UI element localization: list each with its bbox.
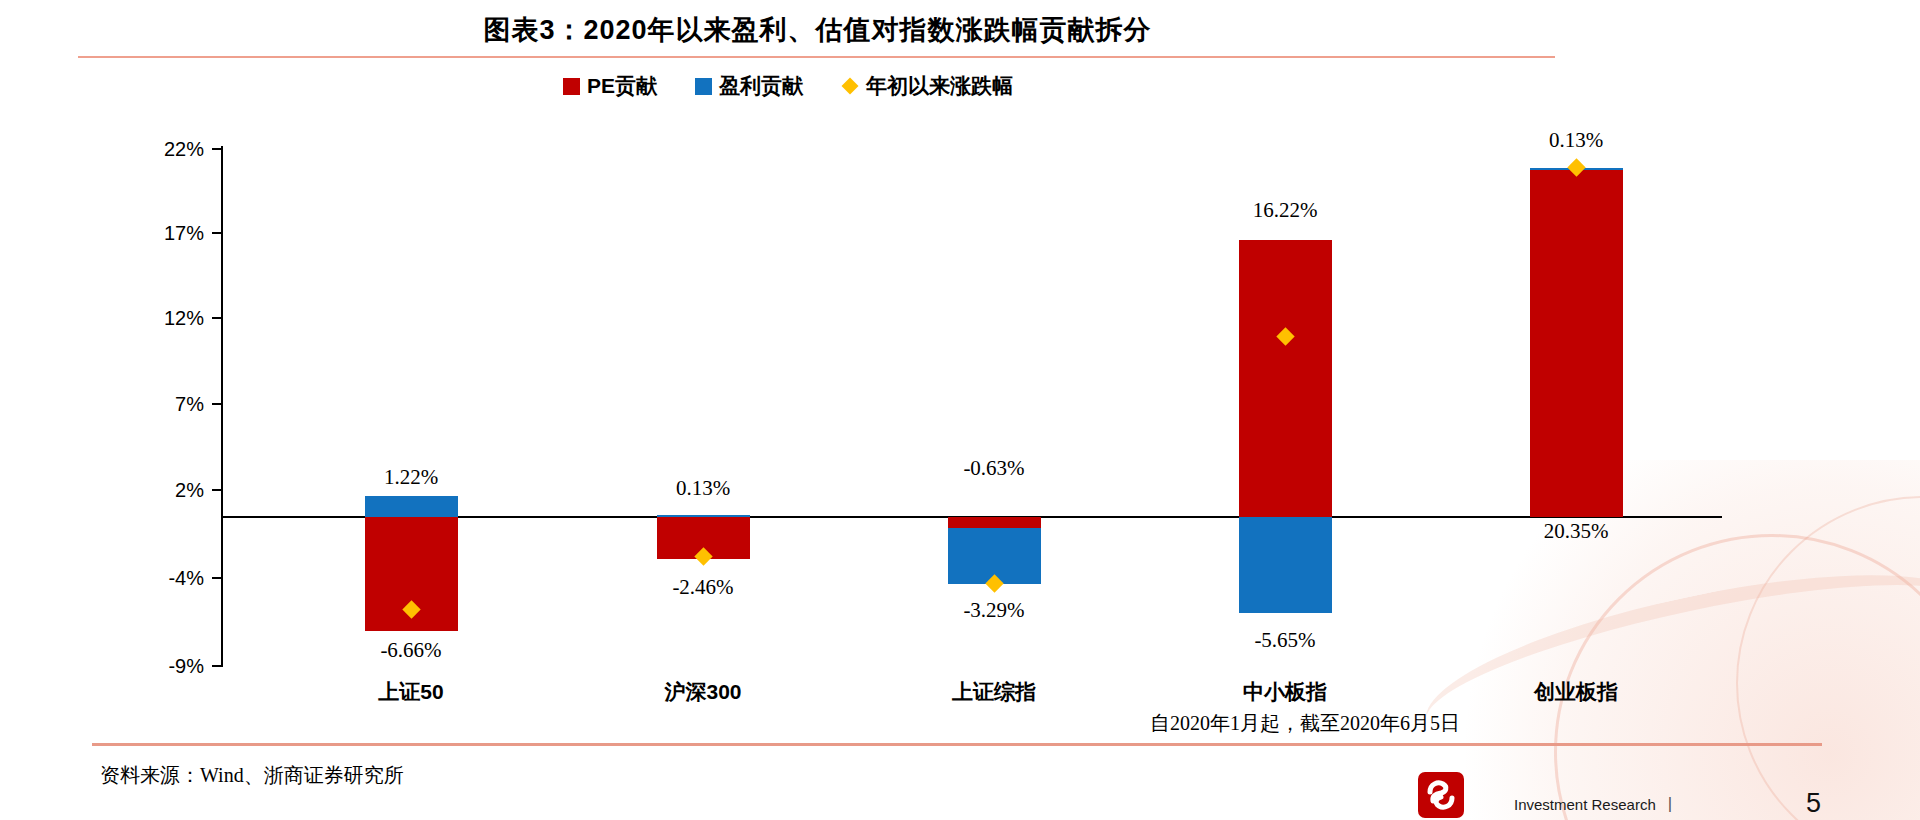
value-label-bottom: -3.29% [963, 598, 1024, 622]
bar-earnings-contribution [1239, 517, 1332, 613]
y-axis-tick [212, 403, 221, 405]
logo-swirl-icon [1422, 776, 1460, 814]
brand-line: Investment Research | [1514, 794, 1672, 814]
y-axis-tick-label: -9% [134, 656, 204, 676]
bar-earnings-contribution [365, 496, 458, 517]
brand-separator: | [1668, 794, 1672, 814]
value-label-top: 16.22% [1253, 198, 1318, 222]
y-axis-tick-label: 17% [134, 223, 204, 243]
y-axis-tick-label: 2% [134, 480, 204, 500]
bar-pe-contribution [1239, 240, 1332, 517]
date-range-note: 自2020年1月起，截至2020年6月5日 [1150, 710, 1460, 737]
value-label-top: -0.63% [963, 456, 1024, 480]
category-label: 上证综指 [952, 679, 1036, 705]
y-axis-tick-label: 7% [134, 394, 204, 414]
category-label: 上证50 [378, 679, 443, 705]
y-axis-tick-label: 12% [134, 308, 204, 328]
report-page: { "page": { "title": "图表3：2020年以来盈利、估值对指… [0, 0, 1920, 820]
category-label: 创业板指 [1534, 679, 1618, 705]
value-label-bottom: 20.35% [1544, 519, 1609, 543]
bar-earnings-contribution [657, 515, 750, 518]
category-label: 中小板指 [1243, 679, 1327, 705]
brand-text: Investment Research [1514, 796, 1656, 813]
value-label-top: 0.13% [1549, 128, 1603, 152]
company-logo [1418, 772, 1464, 818]
page-number: 5 [1806, 788, 1821, 819]
value-label-top: 0.13% [676, 476, 730, 500]
y-axis-tick [212, 232, 221, 234]
y-axis-line [221, 146, 223, 667]
bar-pe-contribution [948, 517, 1041, 528]
y-axis-tick [212, 665, 221, 667]
category-label: 沪深300 [664, 679, 741, 705]
y-axis-tick-label: -4% [134, 568, 204, 588]
bar-pe-contribution [1530, 170, 1623, 517]
y-axis-tick [212, 148, 221, 150]
footer-divider-line [92, 743, 1822, 746]
chart-plot-area: 22% 17% 12% 7% 2% -4% -9% 1.22% -6.66% 上证50 0.13% -… [0, 0, 1920, 820]
value-label-bottom: -6.66% [380, 638, 441, 662]
value-label-bottom: -2.46% [672, 575, 733, 599]
value-label-bottom: -5.65% [1254, 628, 1315, 652]
data-source-note: 资料来源：Wind、浙商证券研究所 [100, 762, 404, 789]
y-axis-tick [212, 317, 221, 319]
value-label-top: 1.22% [384, 465, 438, 489]
y-axis-tick [212, 489, 221, 491]
y-axis-tick [212, 577, 221, 579]
y-axis-tick-label: 22% [134, 139, 204, 159]
